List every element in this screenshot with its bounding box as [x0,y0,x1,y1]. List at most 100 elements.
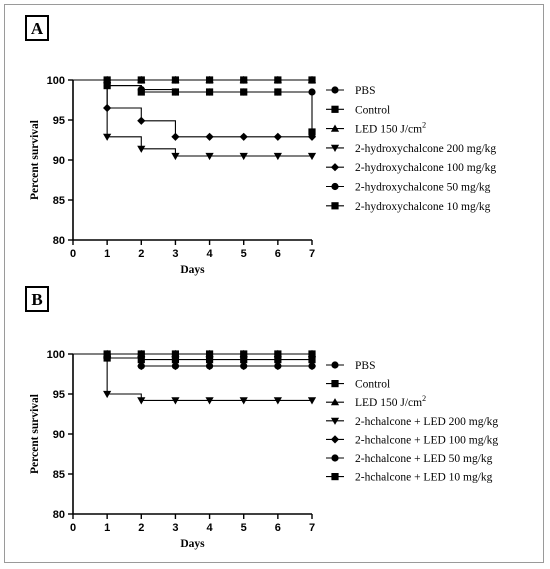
legend-marker [331,86,339,94]
data-point [205,75,214,84]
data-point [239,75,248,84]
legend-item: 2-hydroxychalcone 10 mg/kg [326,201,491,213]
data-point [171,349,180,358]
data-point [308,128,316,136]
legend-label: Control [355,379,390,391]
legend-label: LED 150 J/cm2 [355,121,426,136]
data-point [171,152,180,161]
data-point [103,390,112,399]
legend-label: LED 150 J/cm2 [355,394,426,409]
data-point [137,397,146,405]
data-point [307,152,317,161]
x-tick-label: 3 [172,522,178,534]
panel-b: B 80 85 90 95 100 0 1 2 3 4 5 6 7 Days Percent survival… [25,286,498,550]
legend-marker [331,454,339,462]
y-tick-label: 95 [53,389,65,401]
legend-marker [330,124,340,132]
data-point [137,362,145,370]
legend-marker [330,435,340,444]
data-point [273,152,282,161]
data-point [171,132,180,141]
legend-marker [331,202,339,210]
x-tick-label: 5 [241,522,247,534]
data-point [239,349,248,358]
legend-item: 2-hchalcone + LED 200 mg/kg [326,416,498,428]
x-tick-label: 7 [309,522,315,534]
data-point [239,132,248,141]
series-4 [73,79,317,161]
data-point [205,397,214,405]
data-point [205,349,214,358]
legend-label: PBS [355,85,375,97]
legend-label: 2-hchalcone + LED 100 mg/kg [355,434,498,446]
y-tick-label: 80 [53,509,65,521]
data-point [307,75,317,84]
data-point [171,397,180,405]
data-point [308,356,316,364]
legend-label: PBS [355,360,375,372]
legend-marker [331,473,339,481]
y-tick-label: 90 [53,155,65,167]
panel-label-box [25,286,49,312]
data-point [274,362,282,370]
x-tick-label: 6 [275,522,281,534]
data-point [137,349,146,358]
legend: PBS Control LED 150 J/cm2 2-hydroxychalcone… [326,85,496,213]
x-tick-label: 2 [138,522,144,534]
figure-frame [4,4,544,563]
data-point [205,132,214,141]
data-point [171,75,180,84]
x-tick-label: 0 [70,248,76,260]
x-tick-label: 2 [138,248,144,260]
legend-item: 2-hchalcone + LED 100 mg/kg [326,434,498,446]
x-tick-label: 4 [207,248,214,260]
panel-label: A [31,19,44,38]
legend-item: LED 150 J/cm2 [326,394,426,409]
y-tick-label: 85 [53,195,65,207]
x-axis-title: Days [180,538,205,550]
series-line [73,79,312,138]
y-tick-label: 100 [47,75,65,87]
panel-label-box [25,15,49,41]
legend-marker [331,182,339,191]
data-point [137,75,146,84]
data-point [240,362,248,370]
data-point [103,82,111,90]
data-point [273,75,282,84]
data-point [205,362,214,370]
legend-marker [331,361,339,369]
x-tick-label: 3 [172,248,178,260]
y-axis-title: Percent survival [29,394,41,474]
data-point [205,88,214,96]
legend-marker [330,144,340,152]
legend-item: 2-hchalcone + LED 50 mg/kg [326,453,493,465]
data-point [307,349,317,358]
data-point [205,356,214,364]
data-point [240,88,248,96]
legend-marker [330,398,340,406]
data-point [171,88,180,96]
panel-a: A 80 85 90 95 100 0 1 2 3 4 5 6 7 Days Percent survival… [25,15,496,276]
legend-marker [331,105,339,113]
data-point [307,397,317,405]
legend-label: 2-hchalcone + LED 10 mg/kg [355,472,493,484]
y-tick-label: 100 [47,349,65,361]
y-tick-label: 95 [53,115,65,127]
legend-item: LED 150 J/cm2 [326,121,426,136]
data-point [103,133,112,141]
legend-item: Control [326,104,390,116]
data-point [171,362,180,370]
legend-item: Control [326,379,390,391]
series-line [73,79,312,157]
y-tick-label: 85 [53,469,65,481]
series-4 [73,353,317,405]
x-tick-label: 7 [309,248,315,260]
data-point [137,356,145,364]
x-tick-label: 6 [275,248,281,260]
legend-marker [330,163,340,172]
data-point [205,152,214,161]
series-7 [73,353,316,364]
legend-label: 2-hydroxychalcone 100 mg/kg [355,162,496,174]
y-axis-title: Percent survival [29,120,41,200]
